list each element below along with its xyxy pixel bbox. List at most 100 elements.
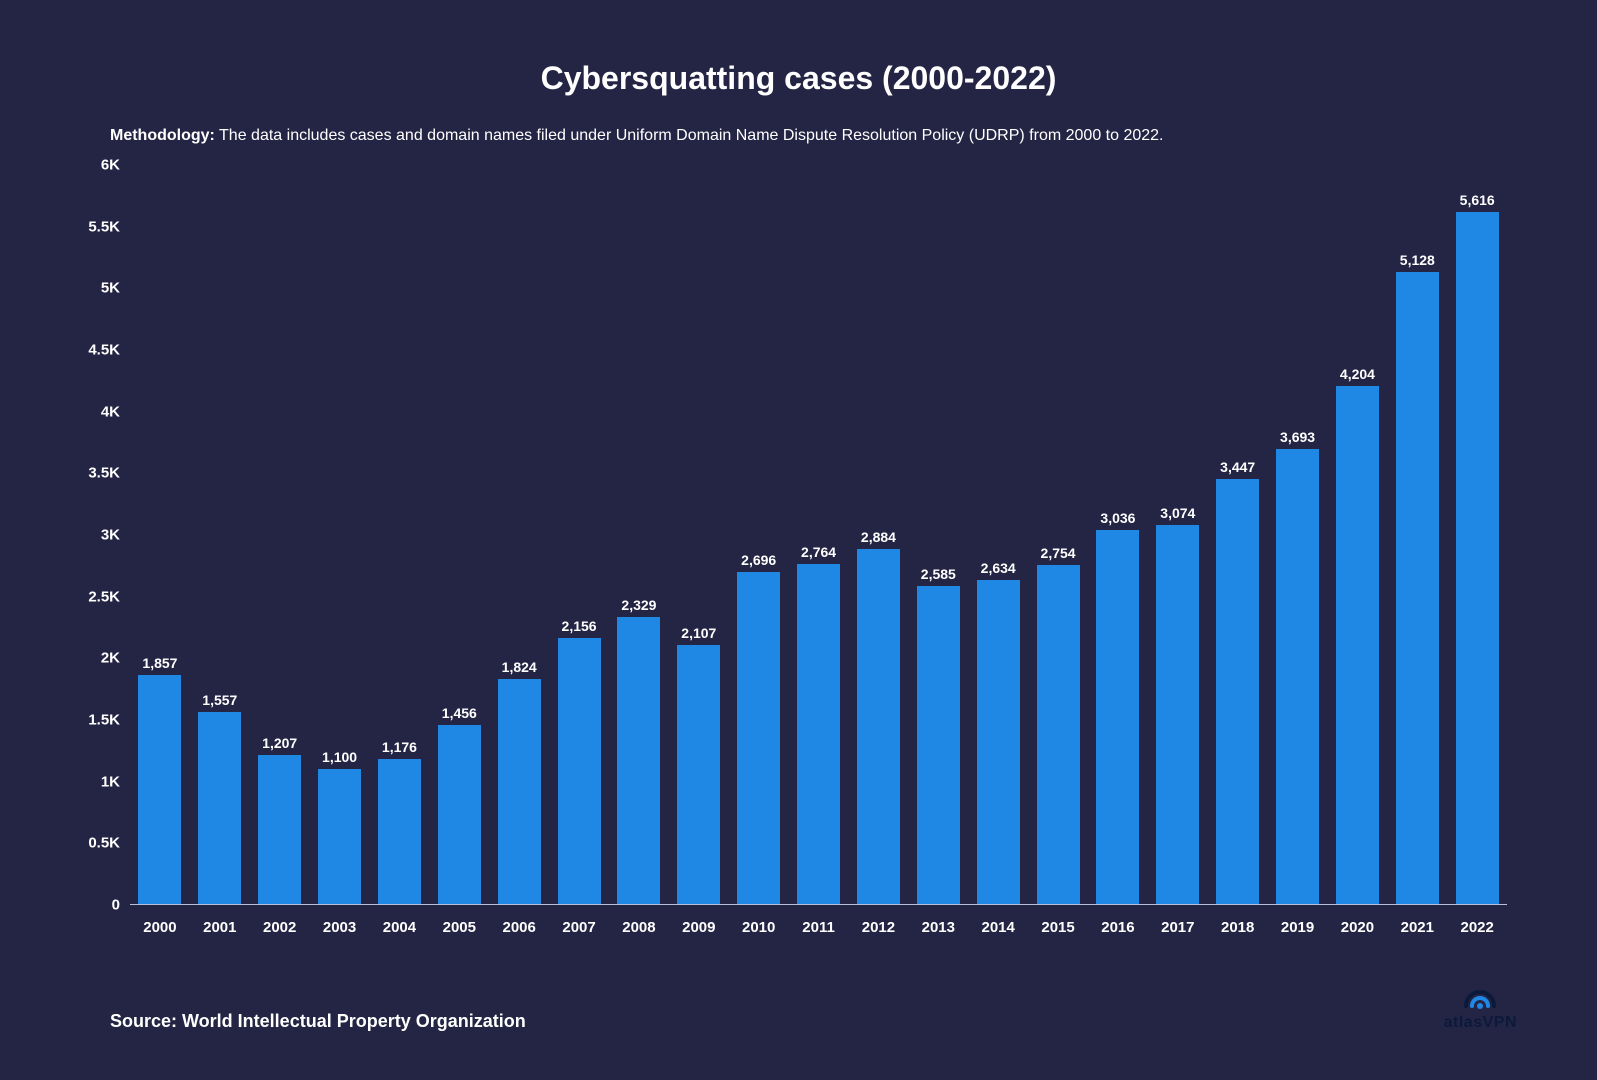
bar-slot: 3,036 <box>1088 165 1148 904</box>
bar-value-label: 1,207 <box>262 735 297 751</box>
y-tick: 6K <box>101 157 120 174</box>
bar <box>438 725 481 904</box>
x-tick: 2007 <box>549 919 609 936</box>
y-tick: 4K <box>101 403 120 420</box>
bar <box>977 580 1020 904</box>
bar <box>378 759 421 904</box>
x-tick: 2010 <box>729 919 789 936</box>
bar-slot: 2,585 <box>908 165 968 904</box>
x-tick: 2013 <box>908 919 968 936</box>
bar-value-label: 1,456 <box>442 705 477 721</box>
bar-value-label: 1,824 <box>502 659 537 675</box>
bar-slot: 1,456 <box>429 165 489 904</box>
bar <box>1156 525 1199 904</box>
y-tick: 4.5K <box>88 342 120 359</box>
x-tick: 2006 <box>489 919 549 936</box>
bar-value-label: 3,074 <box>1160 505 1195 521</box>
y-tick: 0.5K <box>88 835 120 852</box>
bar-value-label: 2,696 <box>741 552 776 568</box>
y-tick: 3.5K <box>88 465 120 482</box>
x-tick: 2002 <box>250 919 310 936</box>
y-tick: 2.5K <box>88 588 120 605</box>
bar-slot: 4,204 <box>1328 165 1388 904</box>
bar-slot: 2,107 <box>669 165 729 904</box>
x-tick: 2000 <box>130 919 190 936</box>
x-tick: 2021 <box>1387 919 1447 936</box>
bar <box>857 549 900 904</box>
bar <box>797 564 840 904</box>
bar <box>1096 530 1139 904</box>
bar-value-label: 2,754 <box>1041 545 1076 561</box>
bar-slot: 1,857 <box>130 165 190 904</box>
bar-slot: 3,074 <box>1148 165 1208 904</box>
bar-value-label: 2,107 <box>681 625 716 641</box>
x-tick: 2020 <box>1328 919 1388 936</box>
y-tick: 2K <box>101 650 120 667</box>
bar <box>318 769 361 904</box>
brand-logo: atlasVPN <box>1444 980 1517 1032</box>
plot: 1,857 1,557 1,207 1,100 1,176 1,456 1,824 2,156… <box>130 165 1507 905</box>
y-tick: 0 <box>112 897 120 914</box>
x-axis: 2000200120022003200420052006200720082009… <box>130 919 1507 936</box>
x-tick: 2018 <box>1208 919 1268 936</box>
bar-slot: 2,696 <box>729 165 789 904</box>
bar-value-label: 2,156 <box>562 618 597 634</box>
bar-value-label: 2,764 <box>801 544 836 560</box>
bar-value-label: 2,884 <box>861 529 896 545</box>
bar-slot: 2,764 <box>789 165 849 904</box>
x-tick: 2004 <box>370 919 430 936</box>
bar <box>498 679 541 904</box>
x-tick: 2016 <box>1088 919 1148 936</box>
bar-slot: 2,156 <box>549 165 609 904</box>
bar <box>558 638 601 904</box>
bar <box>138 675 181 904</box>
bar <box>198 712 241 904</box>
bar-value-label: 1,857 <box>142 655 177 671</box>
bar <box>1336 386 1379 904</box>
bar-slot: 3,693 <box>1268 165 1328 904</box>
chart-footer: Source: World Intellectual Property Orga… <box>110 980 1517 1032</box>
bar-value-label: 3,447 <box>1220 459 1255 475</box>
y-tick: 1.5K <box>88 712 120 729</box>
bar <box>1216 479 1259 904</box>
bar-value-label: 1,557 <box>202 692 237 708</box>
bar-value-label: 2,329 <box>621 597 656 613</box>
bar-value-label: 1,176 <box>382 739 417 755</box>
x-tick: 2012 <box>849 919 909 936</box>
x-tick: 2014 <box>968 919 1028 936</box>
bar-value-label: 3,036 <box>1100 510 1135 526</box>
y-tick: 5.5K <box>88 218 120 235</box>
bar-slot: 1,176 <box>370 165 430 904</box>
bar-value-label: 1,100 <box>322 749 357 765</box>
bar-slot: 3,447 <box>1208 165 1268 904</box>
x-tick: 2011 <box>789 919 849 936</box>
bar-slot: 1,207 <box>250 165 310 904</box>
bar-value-label: 5,616 <box>1460 192 1495 208</box>
x-tick: 2015 <box>1028 919 1088 936</box>
brand-logo-text: atlasVPN <box>1444 1014 1517 1032</box>
y-tick: 3K <box>101 527 120 544</box>
bar <box>1456 212 1499 904</box>
methodology-label: Methodology: <box>110 127 215 144</box>
bars-container: 1,857 1,557 1,207 1,100 1,176 1,456 1,824 2,156… <box>130 165 1507 904</box>
bar-value-label: 5,128 <box>1400 252 1435 268</box>
chart-canvas: Cybersquatting cases (2000-2022) Methodo… <box>0 0 1597 1080</box>
y-tick: 1K <box>101 773 120 790</box>
bar-value-label: 2,585 <box>921 566 956 582</box>
bar-slot: 2,329 <box>609 165 669 904</box>
bar <box>617 617 660 904</box>
bar-slot: 1,557 <box>190 165 250 904</box>
chart-plot-area: 00.5K1K1.5K2K2.5K3K3.5K4K4.5K5K5.5K6K 1,… <box>70 165 1507 905</box>
bar-value-label: 3,693 <box>1280 429 1315 445</box>
bar <box>1276 449 1319 904</box>
bar-slot: 5,128 <box>1387 165 1447 904</box>
bar-value-label: 4,204 <box>1340 366 1375 382</box>
x-tick: 2005 <box>429 919 489 936</box>
bar <box>1396 272 1439 904</box>
bar <box>258 755 301 904</box>
bar <box>677 645 720 905</box>
x-tick: 2019 <box>1268 919 1328 936</box>
methodology-line: Methodology: The data includes cases and… <box>110 127 1547 145</box>
bar-slot: 1,824 <box>489 165 549 904</box>
bar <box>917 586 960 904</box>
